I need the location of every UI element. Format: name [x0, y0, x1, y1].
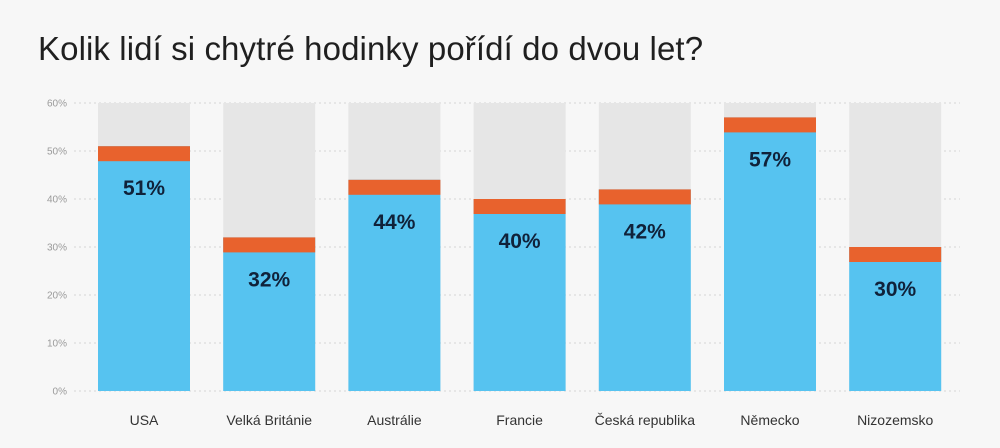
bar: [473, 199, 566, 391]
data-label: 57%: [749, 148, 791, 171]
category-label: Francie: [496, 412, 543, 428]
category-label: Velká Británie: [226, 412, 312, 428]
bar-group: 51%: [98, 103, 190, 391]
bar-cap: [724, 117, 816, 133]
bar-group: 40%: [473, 103, 566, 391]
category-label: Austrálie: [367, 412, 422, 428]
y-tick-label: 10%: [47, 339, 67, 350]
bar: [598, 189, 691, 391]
y-tick-label: 60%: [47, 99, 67, 110]
y-tick-label: 40%: [47, 195, 67, 206]
category-label: Nizozemsko: [857, 412, 933, 428]
y-tick-label: 30%: [47, 243, 67, 254]
bar-cap: [473, 199, 566, 214]
category-label: USA: [130, 412, 159, 428]
category-label: Německo: [740, 412, 799, 428]
bar-cap: [98, 146, 190, 162]
y-tick-label: 0%: [53, 387, 68, 398]
bar: [98, 146, 190, 391]
category-label: Česká republika: [595, 412, 696, 428]
bar-cap: [849, 247, 942, 262]
y-axis-ticks: 0% 10% 20% 30% 40% 50% 60%: [47, 99, 67, 398]
data-label: 51%: [123, 177, 165, 200]
data-label: 44%: [373, 211, 415, 234]
chart-title: Kolik lidí si chytré hodinky pořídí do d…: [38, 30, 704, 67]
bar-group: 57%: [724, 103, 816, 392]
bar-group: 30%: [849, 103, 942, 391]
bar: [348, 179, 441, 391]
bar-group: 44%: [348, 103, 441, 391]
data-label: 32%: [248, 268, 290, 291]
bar-cap: [598, 189, 691, 205]
data-label: 40%: [499, 230, 541, 253]
bar: [724, 117, 816, 392]
bar-group: 42%: [598, 103, 691, 391]
bars: 51% 32% 44% 40% 42% 57% 30%: [98, 103, 942, 392]
bar: [223, 237, 316, 391]
data-label: 42%: [624, 220, 666, 243]
bar-cap: [223, 237, 316, 253]
bar-cap: [348, 179, 441, 195]
bar-group: 32%: [223, 103, 316, 391]
y-tick-label: 50%: [47, 147, 67, 158]
bar: [849, 247, 942, 391]
data-label: 30%: [874, 278, 916, 301]
y-tick-label: 20%: [47, 291, 67, 302]
category-labels: USA Velká Británie Austrálie Francie Česká r…: [130, 412, 934, 428]
